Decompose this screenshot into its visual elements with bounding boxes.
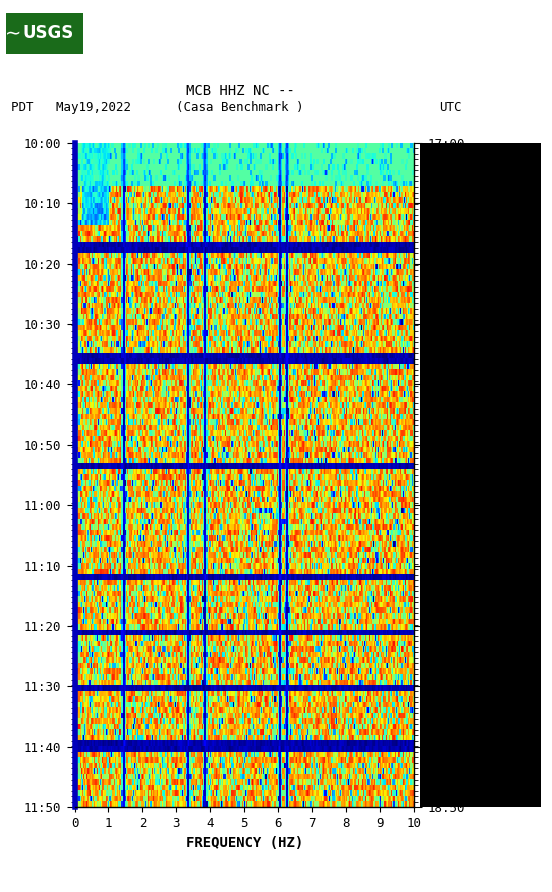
- Text: (Casa Benchmark ): (Casa Benchmark ): [177, 101, 304, 113]
- Text: USGS: USGS: [23, 24, 73, 43]
- Text: PDT   May19,2022: PDT May19,2022: [11, 101, 131, 113]
- Text: ∼: ∼: [5, 24, 22, 43]
- Text: UTC: UTC: [439, 101, 461, 113]
- X-axis label: FREQUENCY (HZ): FREQUENCY (HZ): [185, 836, 303, 849]
- Text: MCB HHZ NC --: MCB HHZ NC --: [185, 84, 295, 98]
